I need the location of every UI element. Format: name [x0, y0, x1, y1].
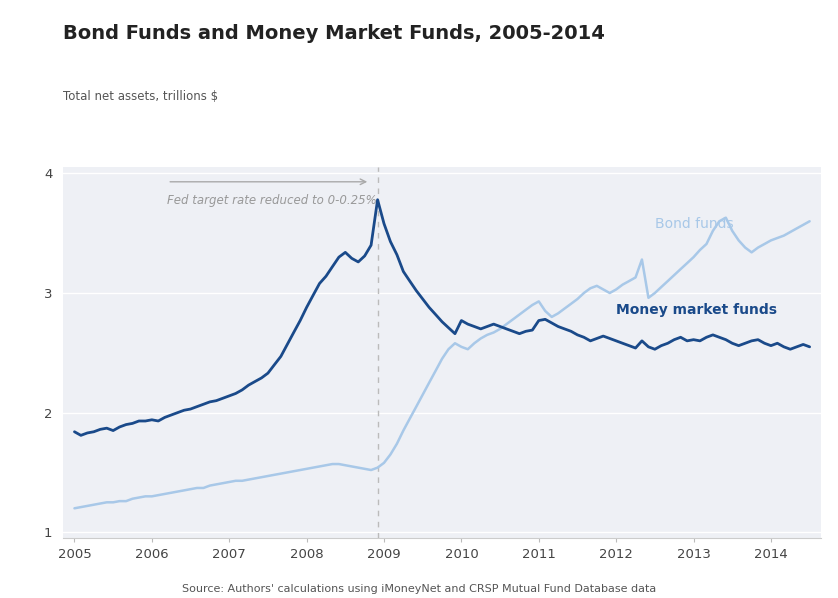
Text: Source: Authors' calculations using iMoneyNet and CRSP Mutual Fund Database data: Source: Authors' calculations using iMon…: [182, 584, 656, 594]
Text: Total net assets, trillions $: Total net assets, trillions $: [63, 90, 218, 103]
Text: Fed target rate reduced to 0-0.25%: Fed target rate reduced to 0-0.25%: [168, 194, 377, 207]
Text: Bond Funds and Money Market Funds, 2005-2014: Bond Funds and Money Market Funds, 2005-…: [63, 24, 605, 43]
Text: Money market funds: Money market funds: [616, 303, 777, 317]
Text: Bond funds: Bond funds: [654, 216, 733, 231]
